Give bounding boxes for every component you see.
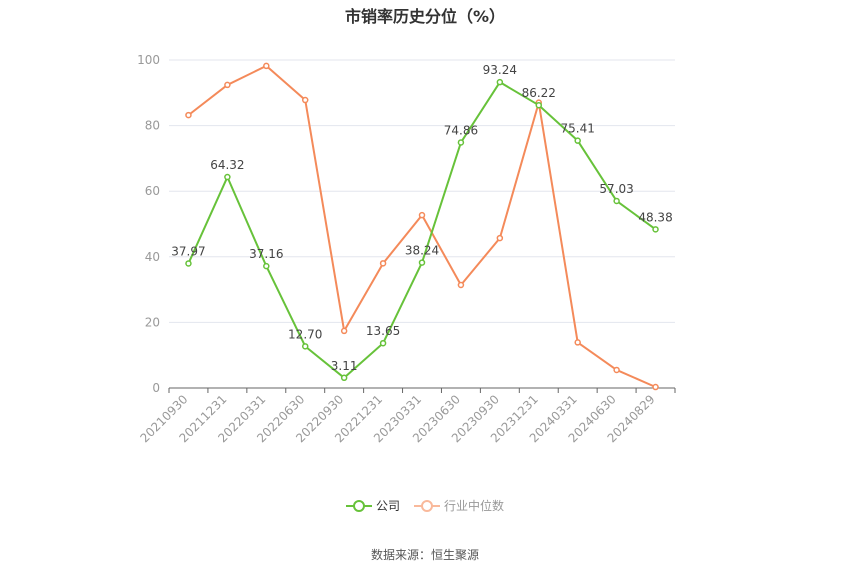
data-label: 13.65 [366, 324, 400, 338]
legend: 公司 行业中位数 [0, 497, 850, 514]
y-tick-label: 40 [145, 250, 160, 264]
data-labels: 37.97 64.32 37.16 12.70 3.11 13.65 38.24 74.86 9… [171, 63, 672, 373]
data-point[interactable] [535, 101, 543, 109]
data-point[interactable] [418, 259, 426, 266]
data-point[interactable] [574, 137, 581, 144]
data-label: 37.16 [249, 247, 283, 261]
data-point[interactable] [263, 62, 270, 70]
data-label: 74.86 [444, 123, 478, 137]
data-point[interactable] [496, 78, 504, 86]
line-chart: 0 20 40 60 80 100 202109302021123120220331202… [137, 53, 676, 445]
data-label: 57.03 [599, 182, 633, 196]
legend-item-company[interactable]: 公司 [345, 497, 400, 514]
data-point[interactable] [185, 111, 192, 119]
data-label: 12.70 [288, 327, 322, 341]
data-point[interactable] [379, 260, 387, 267]
data-point[interactable] [652, 383, 659, 391]
legend-item-industry[interactable]: 行业中位数 [414, 497, 504, 514]
data-label: 75.41 [561, 122, 595, 136]
data-point[interactable] [496, 234, 504, 242]
data-point[interactable] [340, 374, 348, 382]
data-point[interactable] [613, 197, 620, 205]
legend-line-circle-icon [414, 499, 440, 512]
data-point[interactable] [574, 339, 581, 346]
y-tick-label: 100 [137, 53, 160, 67]
data-label: 38.24 [405, 244, 439, 258]
data-source: 数据来源：恒生聚源 [370, 548, 479, 562]
legend-label-company: 公司 [375, 499, 400, 513]
series-industry-median[interactable] [185, 62, 659, 391]
y-axis: 0 20 40 60 80 100 [137, 53, 160, 395]
y-tick-label: 0 [152, 381, 160, 395]
grid-lines [169, 59, 675, 323]
y-tick-label: 80 [145, 119, 160, 133]
data-point[interactable] [379, 339, 387, 347]
data-point[interactable] [418, 211, 426, 219]
data-label: 64.32 [210, 158, 244, 172]
legend-label-industry: 行业中位数 [444, 499, 505, 513]
data-label: 86.22 [522, 86, 556, 100]
data-label: 3.11 [331, 359, 358, 373]
y-tick-label: 20 [145, 315, 160, 329]
data-point[interactable] [224, 81, 231, 89]
data-label: 37.97 [171, 244, 205, 258]
data-point[interactable] [340, 327, 348, 335]
data-point[interactable] [301, 343, 309, 350]
chart-title: 市销率历史分位（%） [344, 7, 506, 26]
series-company[interactable] [185, 78, 659, 382]
data-point[interactable] [613, 366, 620, 374]
data-point[interactable] [224, 173, 231, 181]
data-point[interactable] [652, 226, 659, 233]
data-label: 93.24 [483, 63, 517, 77]
x-axis: 2021093020211231202203312022063020220930… [137, 387, 676, 445]
y-tick-label: 60 [145, 184, 160, 198]
data-point[interactable] [457, 139, 465, 146]
data-point[interactable] [457, 281, 465, 289]
legend-line-circle-icon [345, 499, 372, 512]
data-point[interactable] [301, 96, 309, 104]
data-point[interactable] [185, 260, 192, 267]
data-point[interactable] [263, 262, 270, 270]
data-label: 48.38 [638, 210, 672, 224]
